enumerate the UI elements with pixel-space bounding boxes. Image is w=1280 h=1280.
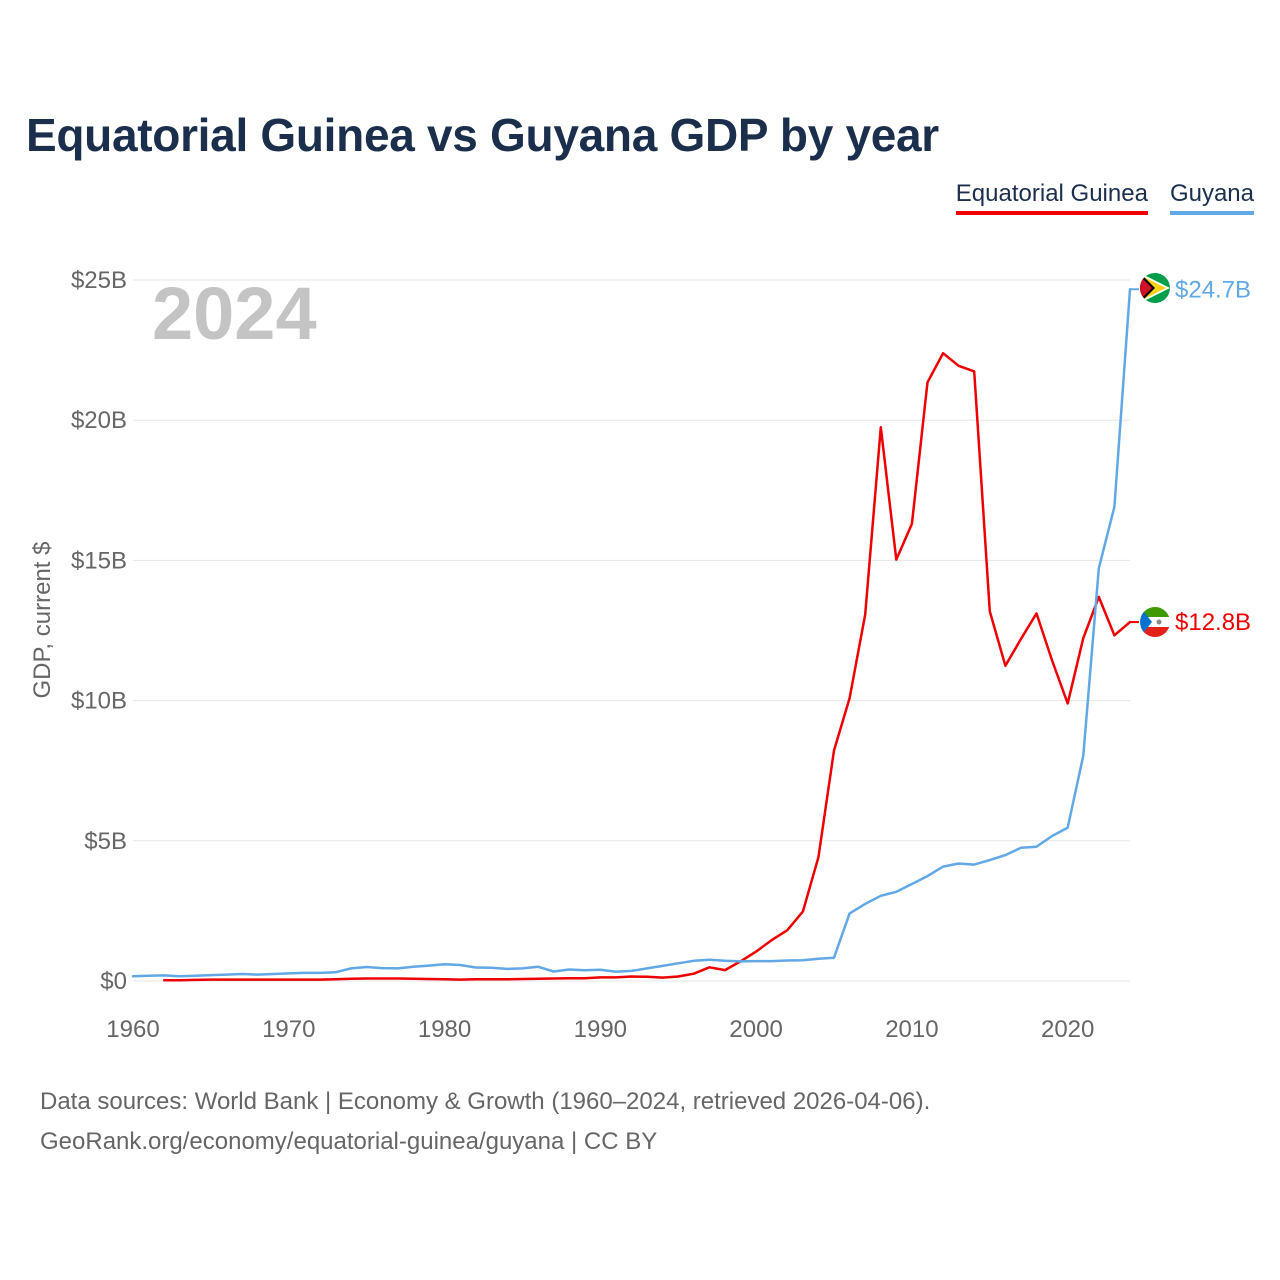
y-axis-ticks: $0 $5B $10B $15B $20B $25B: [71, 267, 127, 995]
chart-plot: $0 $5B $10B $15B $20B $25B 1960 1970 1980 1990 20…: [29, 267, 1251, 1043]
y-tick-label: $10B: [71, 688, 127, 715]
y-tick-label: $25B: [71, 267, 127, 294]
footer-link[interactable]: GeoRank.org/economy/equatorial-guinea/gu…: [40, 1128, 658, 1155]
y-tick-label: $20B: [71, 407, 127, 434]
end-label-guyana: $24.7B: [1175, 276, 1251, 303]
x-tick-label: 2000: [729, 1016, 782, 1043]
y-tick-label: $5B: [84, 828, 127, 855]
legend-item-equatorial-guinea[interactable]: Equatorial Guinea: [955, 180, 1148, 215]
x-axis-ticks: 1960 1970 1980 1990 2000 2010 2020: [106, 1016, 1094, 1043]
x-tick-label: 1980: [418, 1016, 471, 1043]
x-tick-label: 2020: [1041, 1016, 1094, 1043]
chart-title: Equatorial Guinea vs Guyana GDP by year: [26, 109, 939, 161]
footer: Data sources: World Bank | Economy & Gro…: [40, 1082, 930, 1162]
series-layer: $12.8B $24.7B: [131, 276, 1251, 982]
footer-sources: Data sources: World Bank | Economy & Gro…: [40, 1088, 931, 1115]
x-tick-label: 2010: [885, 1016, 938, 1043]
y-tick-label: $0: [100, 968, 127, 995]
y-axis-label: GDP, current $: [29, 542, 56, 699]
x-tick-label: 1990: [574, 1016, 627, 1043]
legend: Equatorial Guinea Guyana: [955, 180, 1254, 215]
x-tick-label: 1960: [106, 1016, 159, 1043]
gridlines: [133, 279, 1130, 982]
guyana-flag-icon: [1140, 273, 1170, 303]
series-line-guyana[interactable]: [131, 288, 1132, 978]
x-tick-label: 1970: [262, 1016, 315, 1043]
end-label-equatorial-guinea: $12.8B: [1175, 609, 1251, 636]
year-watermark: 2024: [152, 272, 317, 355]
series-line-equatorial-guinea[interactable]: [162, 351, 1132, 982]
equatorial-guinea-flag-icon: [1140, 607, 1170, 637]
y-tick-label: $15B: [71, 547, 127, 574]
legend-item-guyana[interactable]: Guyana: [1169, 180, 1254, 215]
